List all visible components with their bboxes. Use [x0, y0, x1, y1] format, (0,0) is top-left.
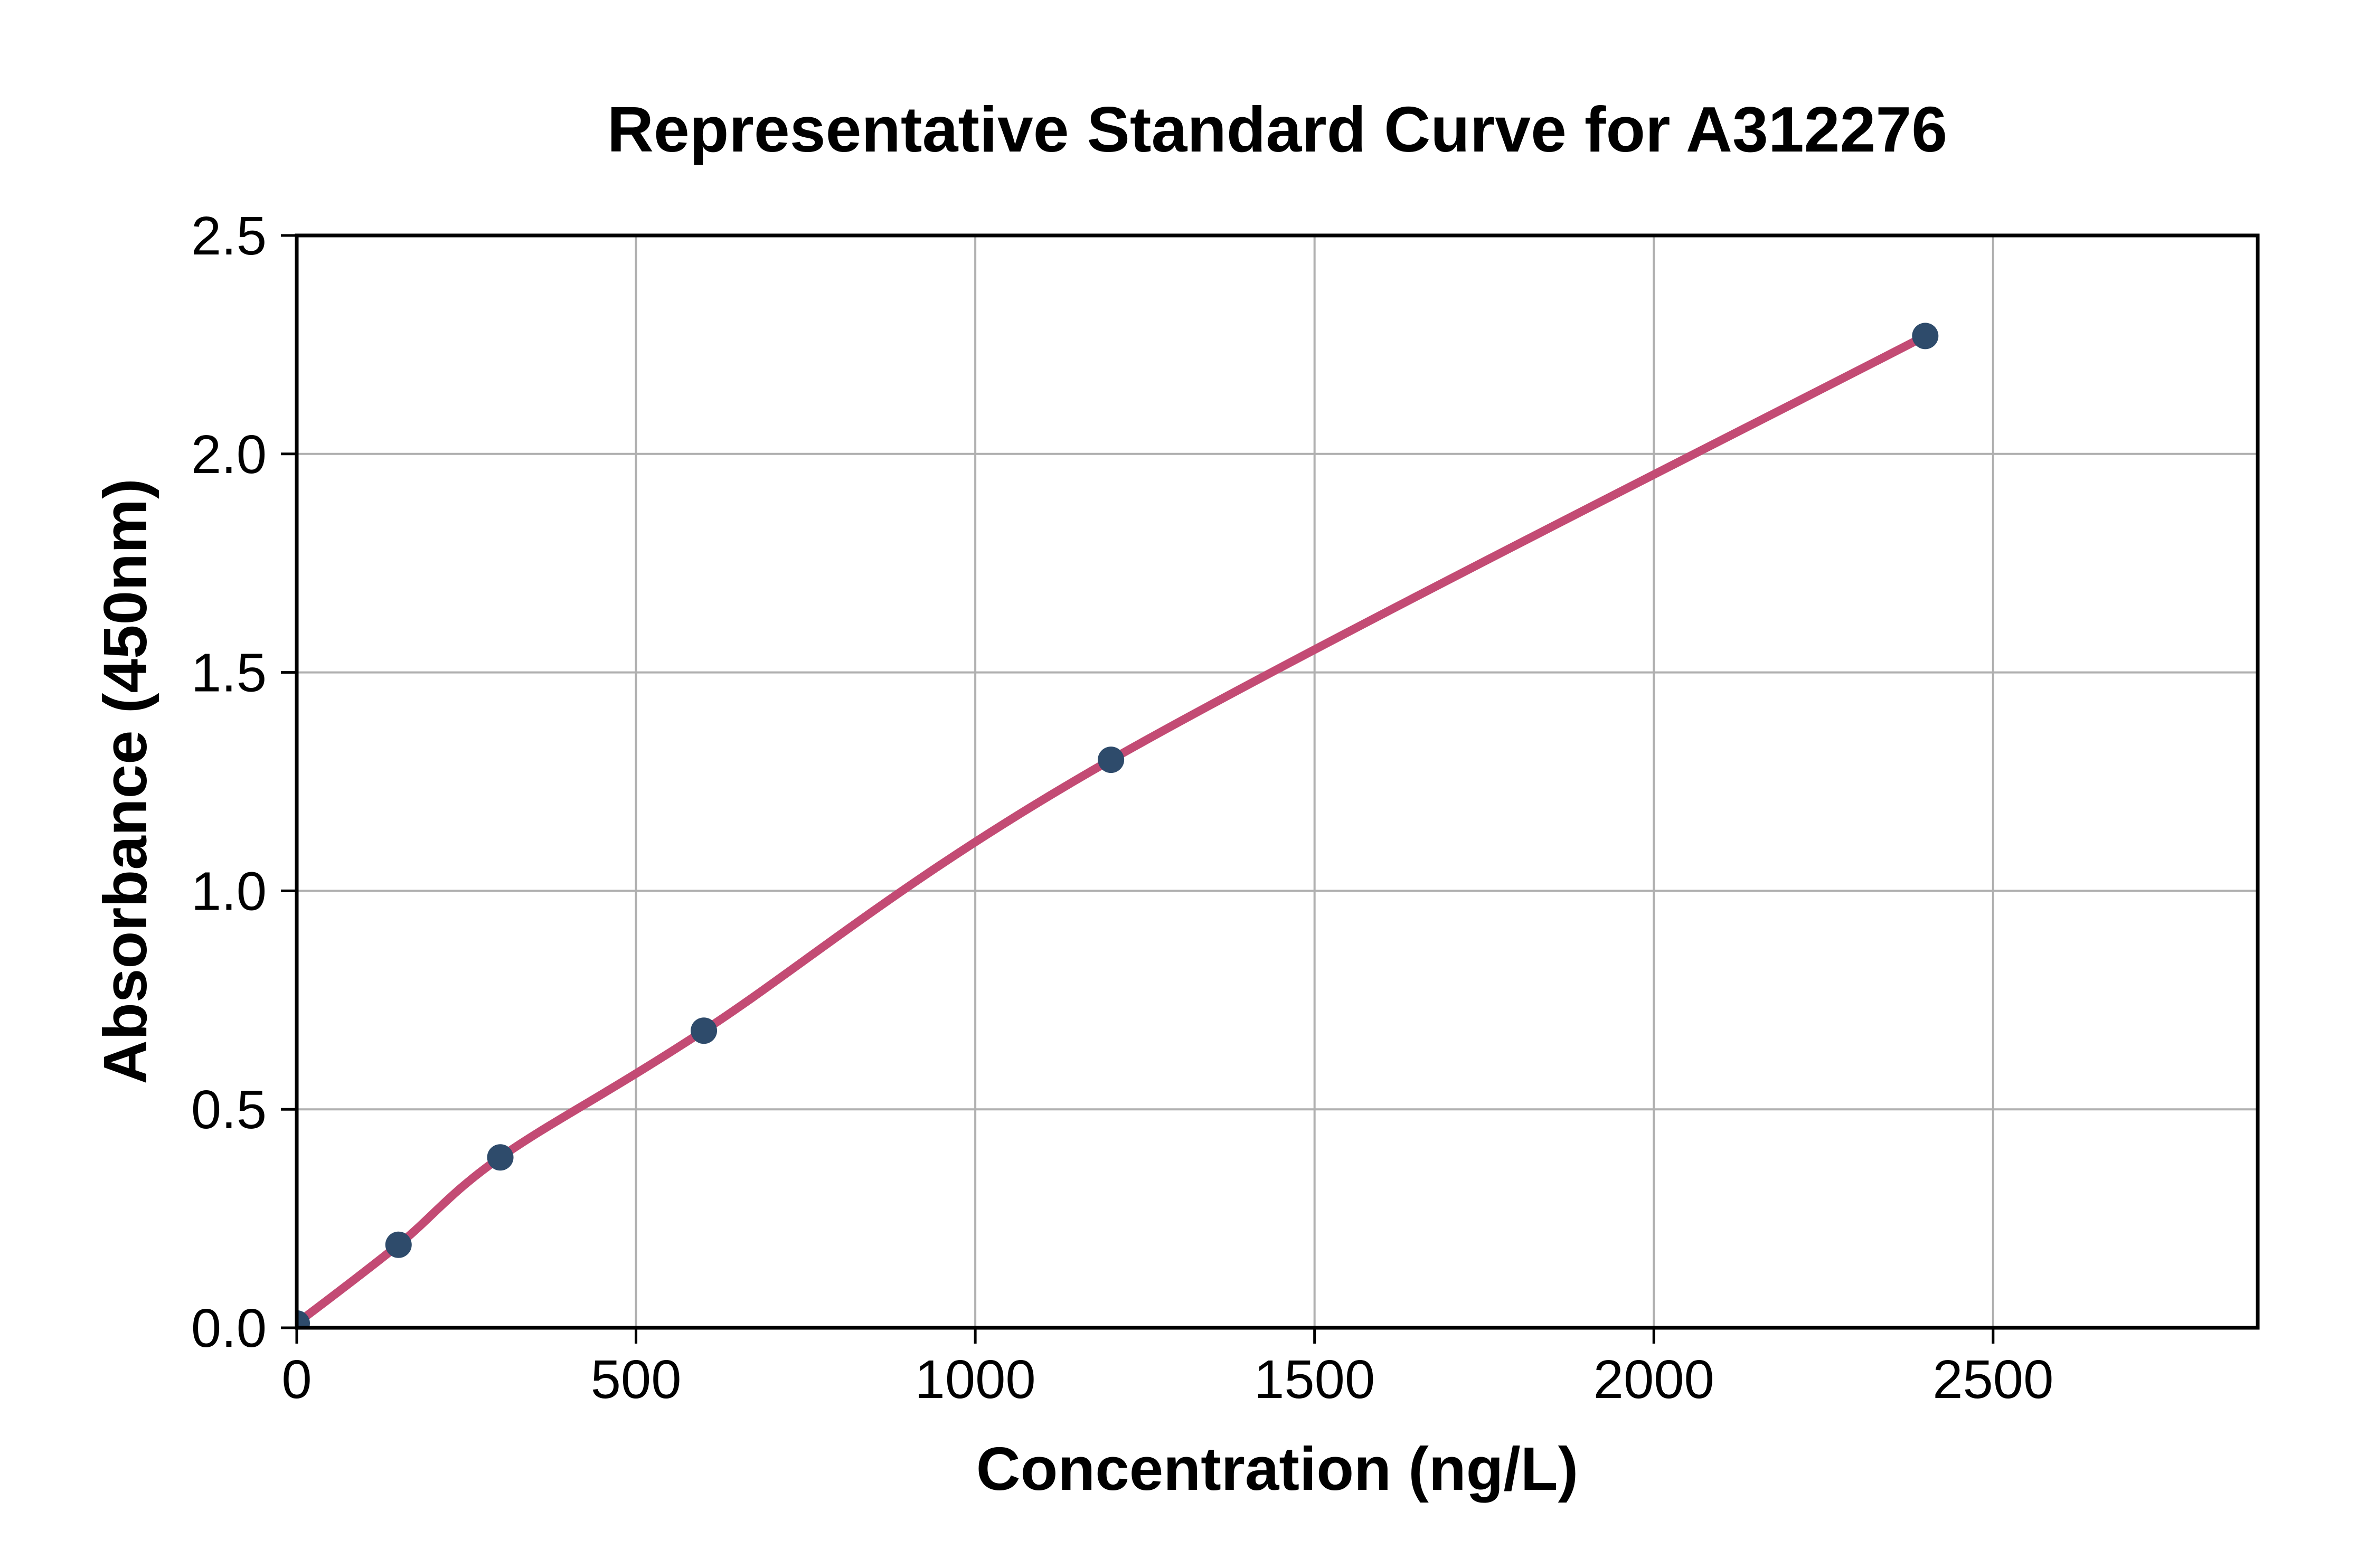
y-tick-label: 2.0 — [191, 424, 267, 485]
y-tick-label: 1.5 — [191, 643, 267, 703]
plot-grid — [297, 235, 2258, 1328]
fitted-standard-curve-line — [297, 332, 1930, 1328]
x-axis-label: Concentration (ng/L) — [976, 1434, 1579, 1503]
axis-ticks: 0 500 1000 1500 2000 2500 0.0 0.5 1.0 1.5 2.0 2.5 — [191, 205, 2054, 1410]
x-tick-label: 500 — [591, 1349, 682, 1410]
y-axis-label: Absorbance (450nm) — [91, 478, 159, 1084]
y-tick-label: 0.0 — [191, 1298, 267, 1358]
x-tick-label: 0 — [281, 1349, 312, 1410]
data-point-marker — [691, 1017, 718, 1044]
y-tick-label: 2.5 — [191, 205, 267, 266]
x-tick-label: 2000 — [1594, 1349, 1714, 1410]
y-tick-label: 1.0 — [191, 861, 267, 921]
chart-title: Representative Standard Curve for A31227… — [607, 93, 1947, 165]
y-tick-label: 0.5 — [191, 1079, 267, 1140]
x-tick-label: 1000 — [915, 1349, 1036, 1410]
data-point-marker — [487, 1144, 514, 1171]
x-tick-label: 1500 — [1254, 1349, 1375, 1410]
data-point-marker — [297, 1310, 310, 1328]
plot-border — [295, 233, 2260, 1330]
data-point-marker — [1912, 323, 1939, 350]
data-point-marker — [1098, 747, 1125, 773]
x-tick-label: 2500 — [1932, 1349, 2053, 1410]
data-point-marker — [385, 1231, 412, 1258]
plot-data — [297, 323, 1939, 1328]
